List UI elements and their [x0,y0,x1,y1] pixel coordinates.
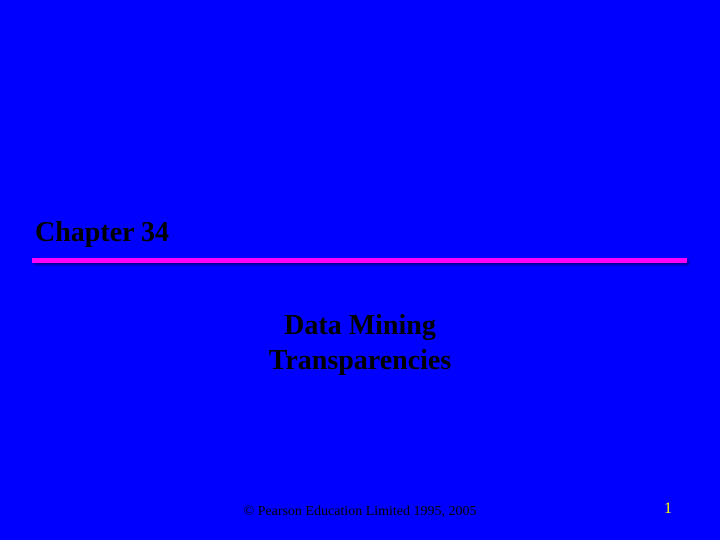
divider-line [32,258,687,263]
subtitle-line-1: Data Mining [0,308,720,343]
page-number: 1 [664,500,672,518]
subtitle-container: Data Mining Transparencies [0,308,720,378]
chapter-heading: Chapter 34 [35,217,169,249]
copyright-text: © Pearson Education Limited 1995, 2005 [0,504,720,520]
subtitle-line-2: Transparencies [0,343,720,378]
